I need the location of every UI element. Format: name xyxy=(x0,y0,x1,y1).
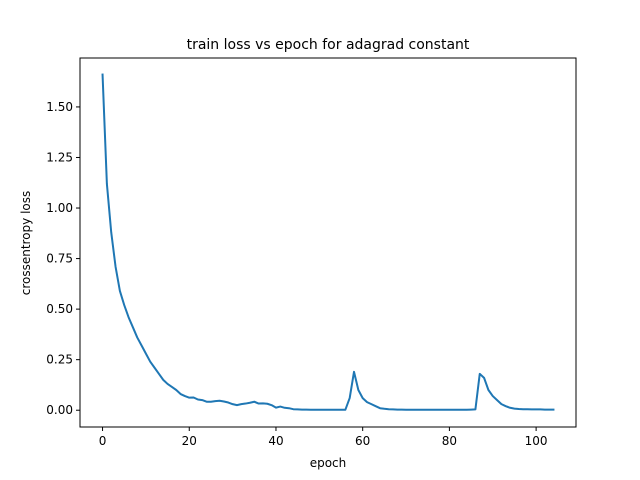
y-tick-label: 0.75 xyxy=(46,252,73,266)
y-tick-label: 0.25 xyxy=(46,353,73,367)
x-tick-label: 0 xyxy=(99,434,107,448)
chart-title: train loss vs epoch for adagrad constant xyxy=(187,37,470,53)
y-axis-label: crossentropy loss xyxy=(19,191,33,296)
x-axis-label: epoch xyxy=(310,456,347,470)
x-tick-label: 80 xyxy=(442,434,457,448)
x-tick-label: 40 xyxy=(268,434,283,448)
x-tick-label: 100 xyxy=(525,434,548,448)
x-tick-label: 20 xyxy=(182,434,197,448)
y-tick-label: 0.50 xyxy=(46,302,73,316)
y-tick-label: 1.50 xyxy=(46,100,73,114)
x-axis-ticks: 0 20 40 60 80 100 xyxy=(99,427,548,448)
plot-area-frame xyxy=(79,57,577,428)
loss-series-line xyxy=(101,73,555,411)
y-tick-label: 1.25 xyxy=(46,150,73,164)
y-tick-label: 1.00 xyxy=(46,201,73,215)
y-tick-label: 0.00 xyxy=(46,403,73,417)
x-tick-label: 60 xyxy=(355,434,370,448)
y-axis-ticks: 0.00 0.25 0.50 0.75 1.00 1.25 1.50 xyxy=(46,100,80,417)
